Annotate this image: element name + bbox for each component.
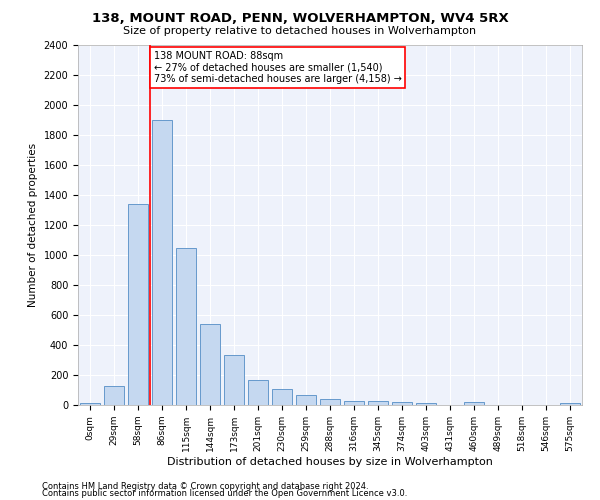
Text: Size of property relative to detached houses in Wolverhampton: Size of property relative to detached ho… xyxy=(124,26,476,36)
Bar xyxy=(128,204,148,405)
Bar xyxy=(272,388,292,405)
Bar xyxy=(320,399,340,405)
Bar xyxy=(392,402,412,405)
Text: Contains HM Land Registry data © Crown copyright and database right 2024.: Contains HM Land Registry data © Crown c… xyxy=(42,482,368,491)
Bar xyxy=(560,402,580,405)
Y-axis label: Number of detached properties: Number of detached properties xyxy=(28,143,38,307)
Bar xyxy=(248,380,268,405)
Bar xyxy=(224,355,244,405)
Bar xyxy=(416,402,436,405)
Bar xyxy=(152,120,172,405)
Bar xyxy=(464,402,484,405)
Bar xyxy=(176,248,196,405)
Bar xyxy=(296,395,316,405)
Bar xyxy=(200,324,220,405)
Bar xyxy=(344,400,364,405)
Bar xyxy=(104,386,124,405)
Text: Contains public sector information licensed under the Open Government Licence v3: Contains public sector information licen… xyxy=(42,490,407,498)
X-axis label: Distribution of detached houses by size in Wolverhampton: Distribution of detached houses by size … xyxy=(167,456,493,466)
Text: 138 MOUNT ROAD: 88sqm
← 27% of detached houses are smaller (1,540)
73% of semi-d: 138 MOUNT ROAD: 88sqm ← 27% of detached … xyxy=(154,51,401,84)
Text: 138, MOUNT ROAD, PENN, WOLVERHAMPTON, WV4 5RX: 138, MOUNT ROAD, PENN, WOLVERHAMPTON, WV… xyxy=(92,12,508,26)
Bar xyxy=(80,402,100,405)
Bar xyxy=(368,401,388,405)
